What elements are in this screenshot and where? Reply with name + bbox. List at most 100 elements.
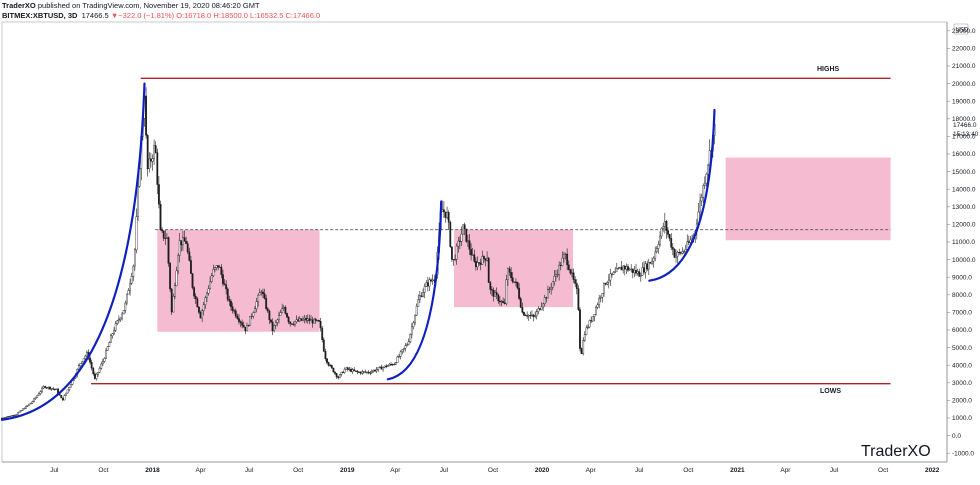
candle-body bbox=[561, 257, 564, 266]
candle-body bbox=[497, 294, 500, 302]
candle-body bbox=[114, 323, 117, 331]
candle-body bbox=[109, 335, 112, 343]
candle-body bbox=[5, 416, 8, 418]
candle-body bbox=[382, 367, 384, 370]
candle-body bbox=[652, 257, 655, 262]
price-tick-label: 3000.0 bbox=[952, 380, 972, 387]
currency-badge[interactable] bbox=[953, 23, 969, 35]
candle-body bbox=[587, 326, 589, 329]
candle-body bbox=[156, 152, 159, 185]
candle-body bbox=[297, 319, 300, 322]
candle-body bbox=[444, 211, 447, 218]
candle-body bbox=[223, 283, 226, 286]
candle-body bbox=[170, 288, 173, 313]
candle-body bbox=[351, 369, 354, 372]
candle-body bbox=[234, 310, 237, 317]
time-tick-label: Oct bbox=[878, 467, 888, 474]
range-boxes bbox=[157, 157, 891, 332]
candle-body bbox=[212, 269, 215, 276]
candle-body bbox=[460, 233, 463, 242]
candle-body bbox=[639, 275, 642, 277]
candle-body bbox=[116, 320, 119, 324]
last-price: 17466.5 bbox=[81, 11, 109, 20]
price-tick-label: 18000.0 bbox=[952, 116, 976, 123]
candle-body bbox=[510, 272, 513, 278]
candle-body bbox=[487, 257, 490, 283]
candle-body bbox=[563, 254, 565, 259]
candle-body bbox=[678, 252, 681, 254]
candle-body bbox=[641, 267, 644, 276]
candle-body bbox=[271, 321, 274, 332]
candle-body bbox=[166, 237, 168, 239]
candle-body bbox=[611, 273, 613, 275]
candle-body bbox=[241, 322, 244, 326]
range-box bbox=[725, 157, 891, 241]
price-tick-label: 7000.0 bbox=[952, 310, 972, 317]
candle-body bbox=[36, 395, 39, 398]
candle-body bbox=[668, 234, 671, 239]
candle-body bbox=[521, 307, 524, 313]
candle-body bbox=[343, 368, 346, 373]
candle-body bbox=[198, 306, 200, 313]
candle-body bbox=[590, 320, 593, 322]
candle-body bbox=[300, 318, 303, 321]
candle-body bbox=[305, 317, 308, 321]
candle-body bbox=[276, 319, 279, 323]
candle-body bbox=[479, 262, 482, 265]
candle-body bbox=[12, 415, 15, 417]
ohlc-close: C:17466.0 bbox=[285, 11, 321, 20]
candle-body bbox=[396, 356, 399, 363]
candle-body bbox=[367, 371, 370, 374]
candle-body bbox=[484, 258, 487, 261]
time-tick-label: Oct bbox=[293, 467, 303, 474]
price-tick-label: 20000.0 bbox=[952, 81, 976, 88]
candle-body bbox=[34, 397, 37, 399]
candle-body bbox=[475, 261, 477, 268]
candle-body bbox=[665, 221, 668, 231]
candle-body bbox=[558, 264, 561, 275]
candle-body bbox=[238, 318, 240, 322]
candle-body bbox=[548, 288, 551, 290]
candle-body bbox=[555, 274, 557, 277]
candle-body bbox=[466, 240, 469, 242]
candle-body bbox=[622, 265, 625, 271]
price-tick-label: 4000.0 bbox=[952, 362, 972, 369]
candle-body bbox=[535, 311, 538, 317]
candle-body bbox=[326, 358, 328, 363]
candle-body bbox=[519, 298, 522, 308]
candle-body bbox=[582, 340, 585, 355]
bar-countdown: 15:13:40 bbox=[953, 131, 979, 138]
candle-body bbox=[135, 216, 138, 251]
candle-body bbox=[281, 308, 284, 313]
price-axis[interactable]: 23000.0 22000.0 21000.0 20000.0 19000.0 18000… bbox=[947, 28, 976, 457]
candle-body bbox=[151, 158, 154, 162]
candle-body bbox=[564, 253, 567, 255]
candle-body bbox=[244, 326, 247, 332]
candle-body bbox=[124, 302, 127, 311]
candle-body bbox=[483, 256, 485, 259]
candle-body bbox=[345, 367, 348, 370]
candle-body bbox=[342, 371, 344, 373]
candle-body bbox=[302, 319, 304, 321]
candle-body bbox=[45, 387, 48, 389]
candle-body bbox=[95, 374, 98, 379]
candles bbox=[1, 83, 716, 419]
candle-body bbox=[154, 145, 157, 153]
candle-body bbox=[201, 310, 204, 319]
publish-info: TraderXO published on TradingView.com, N… bbox=[2, 1, 260, 10]
candle-body bbox=[215, 265, 218, 268]
candle-body bbox=[33, 398, 35, 402]
candle-body bbox=[553, 275, 556, 283]
candle-body bbox=[7, 416, 10, 418]
candle-body bbox=[604, 283, 607, 285]
symbol-name[interactable]: BITMEX:XBTUSD, 3D bbox=[2, 11, 78, 20]
candle-body bbox=[681, 251, 684, 254]
parabolic-arcs bbox=[0, 82, 716, 421]
candle-body bbox=[314, 318, 317, 321]
candle-body bbox=[679, 252, 682, 254]
time-axis[interactable]: Jul Oct 2018 Apr Jul Oct 2019 Apr Jul Oct 2020 Apr J… bbox=[50, 467, 940, 474]
candle-body bbox=[26, 405, 29, 407]
candle-body bbox=[65, 392, 67, 396]
price-tick-label: 2000.0 bbox=[952, 398, 972, 405]
